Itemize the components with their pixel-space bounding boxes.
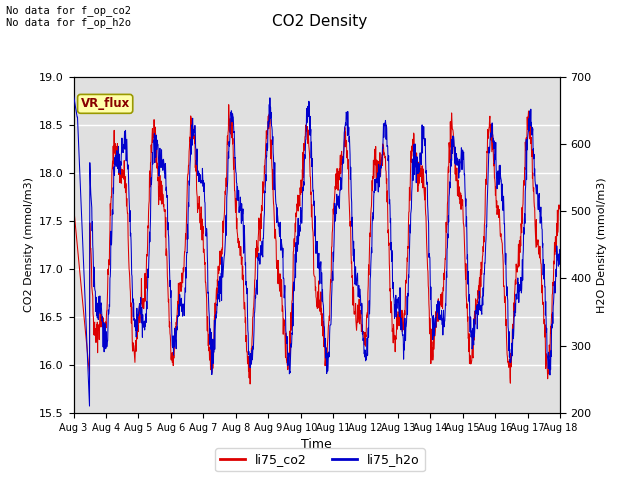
Text: VR_flux: VR_flux [81, 97, 130, 110]
Legend: li75_co2, li75_h2o: li75_co2, li75_h2o [215, 448, 425, 471]
Y-axis label: CO2 Density (mmol/m3): CO2 Density (mmol/m3) [24, 177, 33, 312]
X-axis label: Time: Time [301, 438, 332, 451]
Y-axis label: H2O Density (mmol/m3): H2O Density (mmol/m3) [597, 177, 607, 312]
Text: CO2 Density: CO2 Density [273, 14, 367, 29]
Text: No data for f_op_co2
No data for f_op_h2o: No data for f_op_co2 No data for f_op_h2… [6, 5, 131, 28]
